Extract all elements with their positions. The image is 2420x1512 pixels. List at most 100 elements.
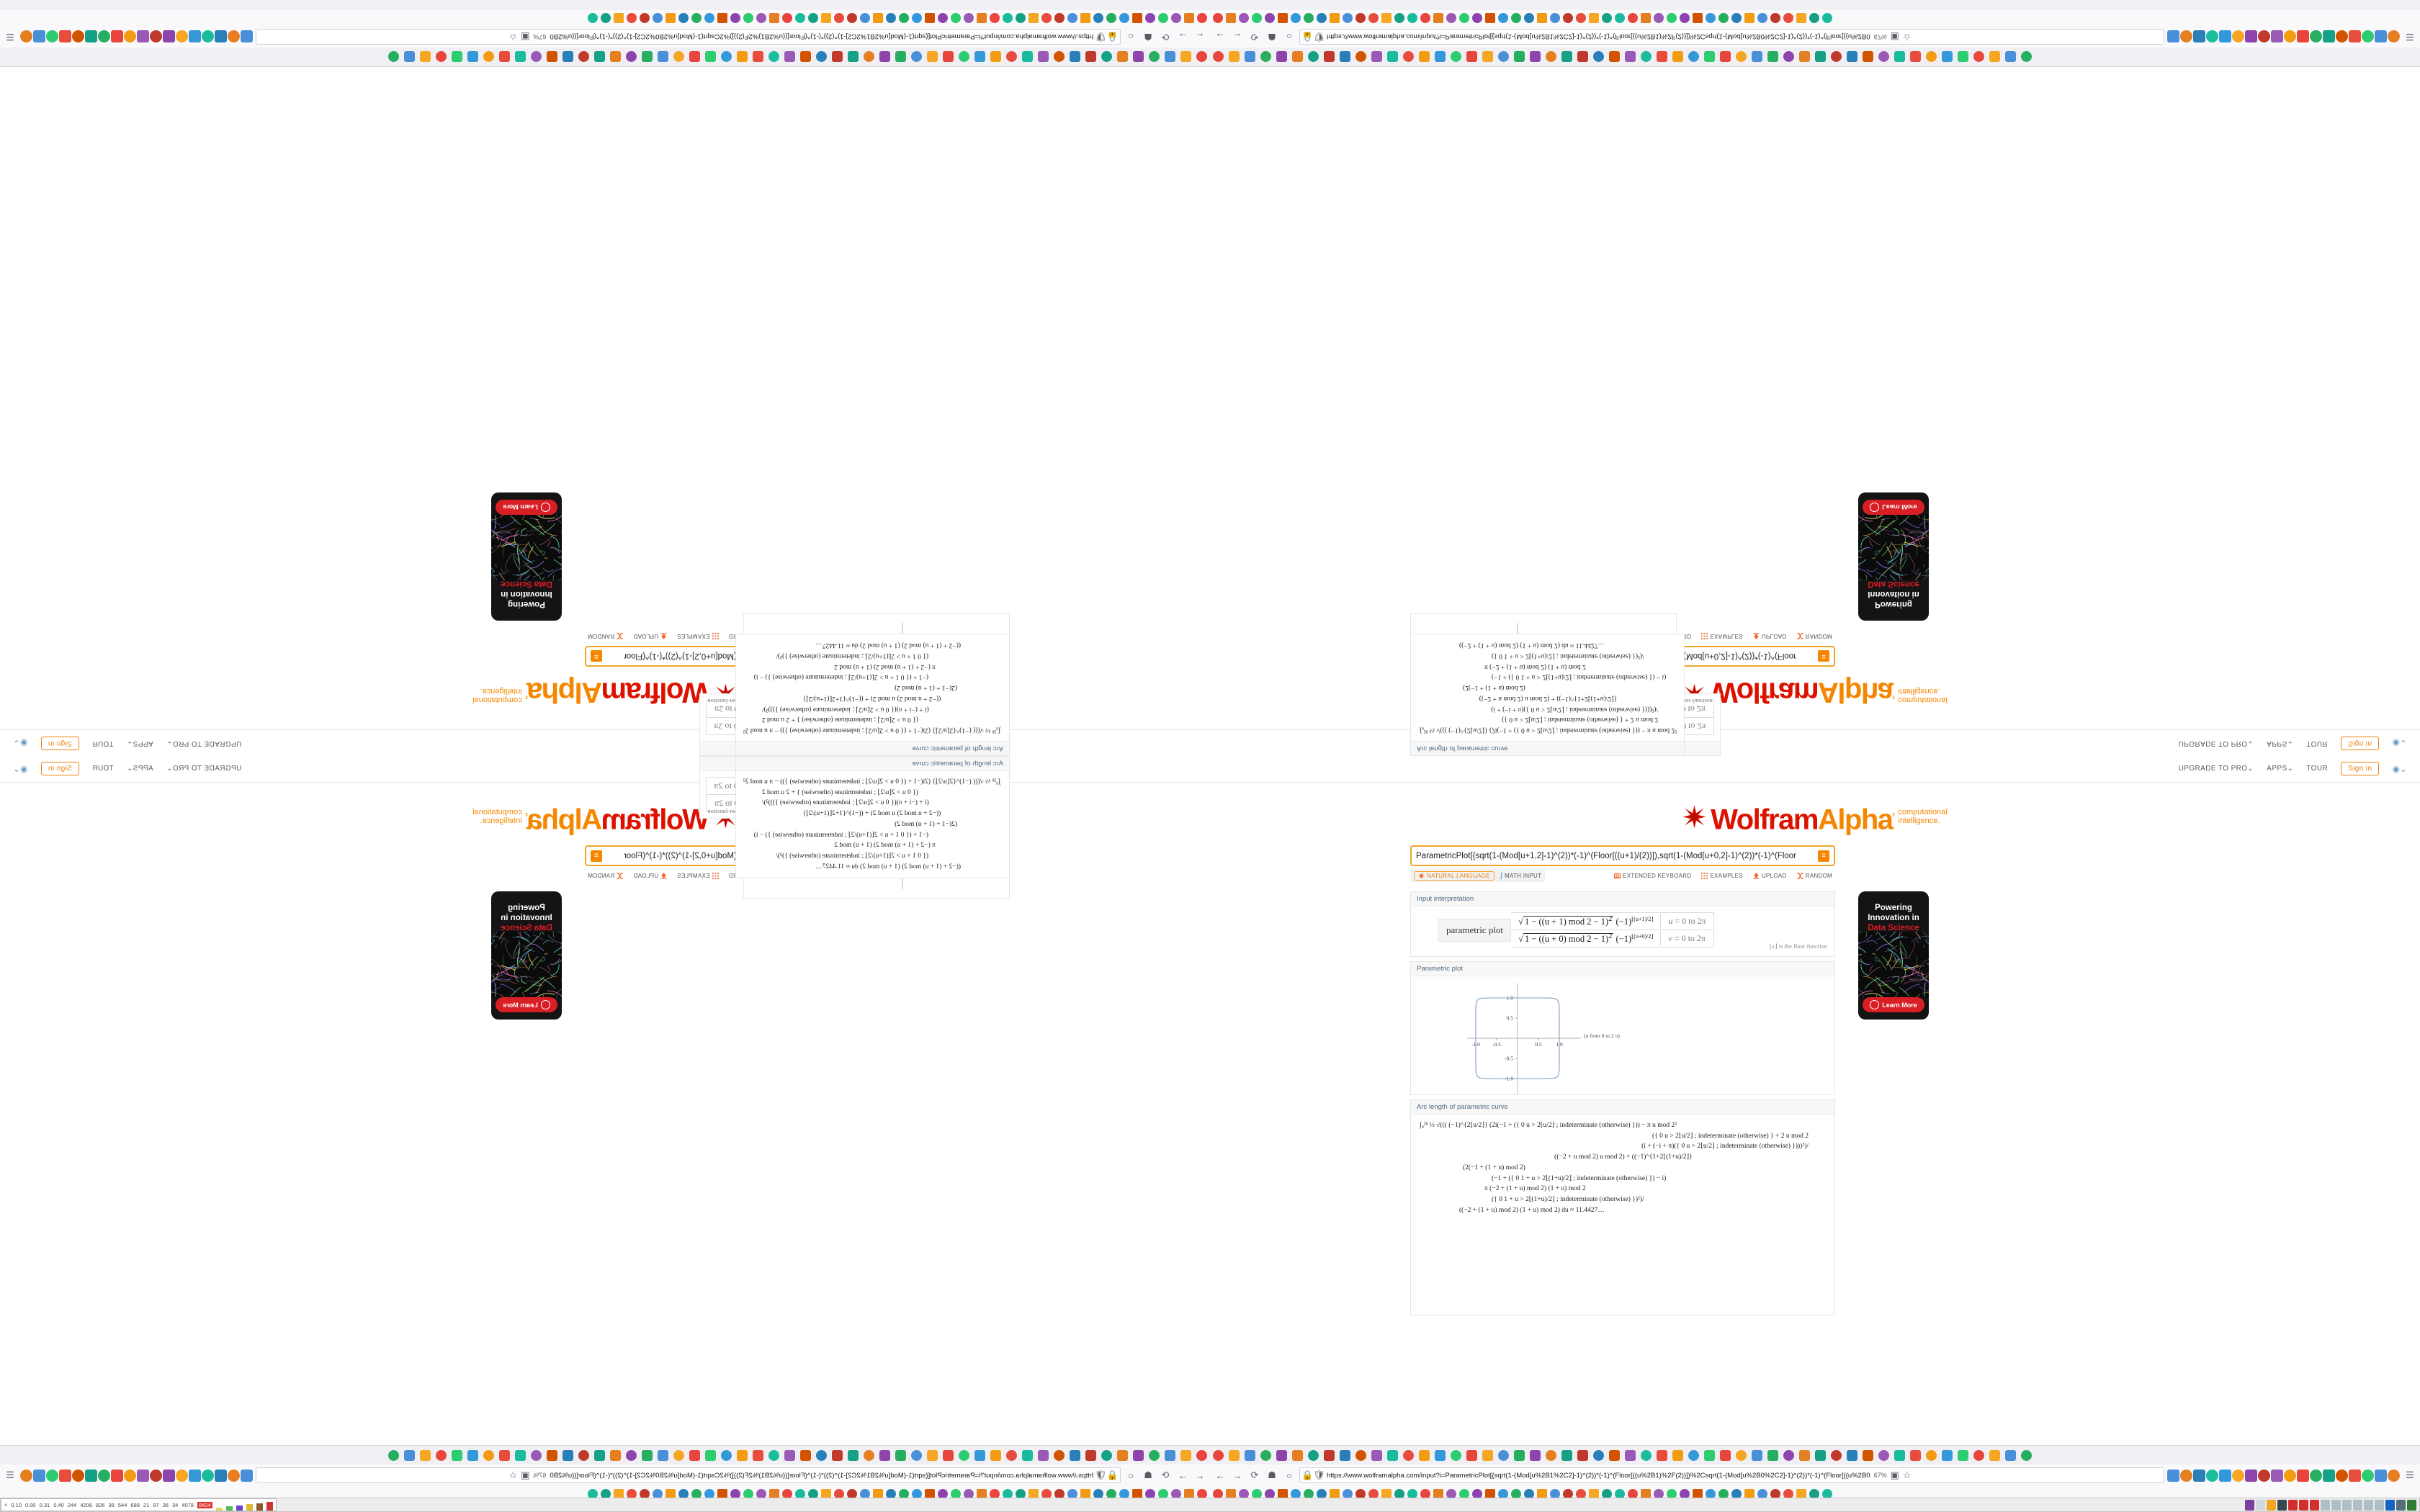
bookmark-item[interactable] — [1613, 1488, 1626, 1500]
browser-tab[interactable] — [449, 1447, 465, 1463]
browser-tab[interactable] — [1194, 1447, 1210, 1463]
trash-icon[interactable] — [72, 1469, 84, 1482]
browser-tab[interactable] — [1115, 1447, 1131, 1463]
reader-view-icon[interactable]: ▣ — [521, 32, 530, 42]
math-input-button[interactable]: ∫ MATH INPUT — [1500, 871, 1542, 880]
reload-button[interactable]: ⟳ — [1161, 32, 1170, 42]
browser-tab[interactable] — [877, 49, 893, 65]
browser-tab[interactable] — [1844, 1447, 1860, 1463]
bookmark-item[interactable] — [1536, 12, 1549, 24]
bookmark-item[interactable] — [1756, 12, 1769, 24]
bookmark-item[interactable] — [625, 12, 638, 24]
bookmark-item[interactable] — [1341, 1488, 1354, 1500]
account-icon[interactable] — [2310, 1469, 2322, 1482]
browser-tab[interactable] — [1162, 49, 1178, 65]
bookmark-item[interactable] — [1782, 12, 1795, 24]
browser-tab[interactable] — [956, 49, 972, 65]
bookmark-item[interactable] — [742, 12, 755, 24]
gear-icon[interactable] — [137, 1469, 149, 1482]
nav-tour[interactable]: TOUR — [91, 765, 114, 773]
browser-tab[interactable] — [513, 1447, 529, 1463]
browser-tab[interactable] — [735, 49, 750, 65]
bookmark-item[interactable] — [1484, 1488, 1497, 1500]
download-icon[interactable] — [2232, 30, 2244, 43]
url-address-bar[interactable]: 🔒 🛡 https://www.wolframalpha.com/input?i… — [256, 29, 1121, 45]
trash-icon[interactable] — [2336, 1469, 2348, 1482]
globe-icon[interactable]: ◉⌄ — [2392, 738, 2407, 749]
bookmark-item[interactable] — [1743, 1488, 1756, 1500]
browser-tab[interactable] — [893, 49, 909, 65]
browser-tab[interactable] — [529, 49, 544, 65]
browser-tab[interactable] — [1226, 1447, 1242, 1463]
container-icon[interactable] — [2193, 1469, 2205, 1482]
bookmark-item[interactable] — [1497, 12, 1510, 24]
sidebar-advertisement[interactable]: Powering Innovation in Data Science Lear… — [1858, 891, 1929, 1020]
zoom-level-indicator[interactable]: 67% — [533, 1472, 547, 1479]
browser-tab[interactable] — [1622, 49, 1638, 65]
browser-tab[interactable] — [1147, 49, 1162, 65]
browser-tab[interactable] — [988, 1447, 1004, 1463]
nav-tour[interactable]: TOUR — [2306, 739, 2329, 747]
bookmark-item[interactable] — [1183, 12, 1196, 24]
submit-equals-icon[interactable]: ≡ — [591, 650, 602, 662]
bookmark-item[interactable] — [1730, 1488, 1743, 1500]
tray-icon[interactable] — [2364, 1499, 2373, 1511]
browser-tab[interactable] — [1955, 49, 1971, 65]
bookmark-item[interactable] — [1105, 12, 1118, 24]
tray-icon[interactable] — [2385, 1499, 2395, 1511]
trash-icon[interactable] — [72, 30, 84, 43]
bookmark-item[interactable] — [1795, 1488, 1808, 1500]
bookmark-item[interactable] — [1510, 12, 1523, 24]
browser-tab[interactable] — [497, 1447, 513, 1463]
browser-tab[interactable] — [909, 1447, 925, 1463]
account-icon[interactable] — [98, 1469, 110, 1482]
nav-apps[interactable]: APPS⌄ — [2267, 739, 2294, 747]
browser-tab[interactable] — [735, 1447, 750, 1463]
browser-tab[interactable] — [1178, 49, 1194, 65]
tray-icon[interactable] — [2277, 1499, 2287, 1511]
bookmark-item[interactable] — [1196, 12, 1209, 24]
browser-tab[interactable] — [1210, 1447, 1226, 1463]
browser-tab[interactable] — [846, 49, 861, 65]
firefox-icon[interactable] — [150, 30, 162, 43]
browser-tab[interactable] — [402, 49, 418, 65]
sidebar-advertisement[interactable]: Powering Innovation in Data Science Lear… — [491, 492, 562, 621]
ad-cta-wrap[interactable]: Learn More — [1858, 500, 1929, 515]
upload-button[interactable]: UPLOAD — [633, 872, 668, 879]
bookmark-item[interactable] — [1717, 12, 1730, 24]
browser-tab[interactable] — [560, 49, 576, 65]
browser-tab[interactable] — [925, 1447, 941, 1463]
bookmark-item[interactable] — [586, 12, 599, 24]
shield-icon[interactable] — [85, 1469, 97, 1482]
shield-icon[interactable] — [85, 30, 97, 43]
browser-tab[interactable] — [1479, 49, 1495, 65]
bookmark-item[interactable] — [1354, 1488, 1367, 1500]
random-button[interactable]: RANDOM — [588, 634, 624, 640]
nav-upgrade-to-pro[interactable]: UPGRADE TO PRO⌄ — [166, 765, 242, 773]
bookmark-item[interactable] — [1276, 1488, 1289, 1500]
forward-button[interactable]: → — [1232, 1470, 1242, 1481]
bookmark-item[interactable] — [1587, 12, 1600, 24]
extension-toolbar[interactable] — [20, 30, 253, 43]
browser-tab[interactable] — [1305, 49, 1321, 65]
browser-tab[interactable] — [1622, 1447, 1638, 1463]
browser-tab[interactable] — [1844, 49, 1860, 65]
tray-icon[interactable] — [2321, 1499, 2330, 1511]
browser-tab[interactable] — [1067, 49, 1083, 65]
browser-tab[interactable] — [1907, 49, 1923, 65]
bookmark-item[interactable] — [755, 12, 768, 24]
browser-tab[interactable] — [465, 49, 481, 65]
tray-icon[interactable] — [2310, 1499, 2319, 1511]
home-button[interactable]: ☗ — [1144, 1470, 1152, 1480]
natural-language-button[interactable]: NATURAL LANGUAGE — [1414, 870, 1494, 881]
bookmark-item[interactable] — [1053, 12, 1066, 24]
browser-tab[interactable] — [1670, 1447, 1685, 1463]
wolfram-logo[interactable]: WolframAlphaʳ computational intelligence… — [0, 677, 1210, 708]
sidebar-advertisement[interactable]: Powering Innovation in Data Science Lear… — [1858, 492, 1929, 621]
bookmark-item[interactable] — [1263, 1488, 1276, 1500]
ublock-icon[interactable] — [2388, 30, 2400, 43]
browser-tab[interactable] — [1273, 49, 1289, 65]
browser-tab[interactable] — [1685, 49, 1701, 65]
browser-tab[interactable] — [1891, 1447, 1907, 1463]
bookmark-item[interactable] — [1432, 1488, 1445, 1500]
